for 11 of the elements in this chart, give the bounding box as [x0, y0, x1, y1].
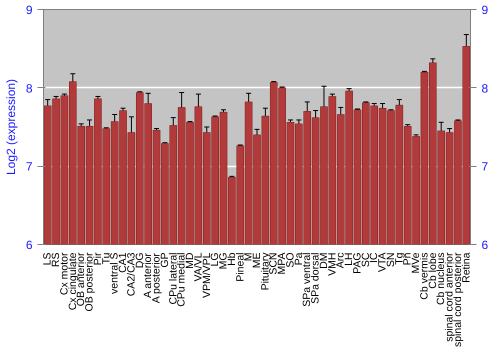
y2-tick-label: 8 [482, 81, 488, 96]
y-tick-label: 6 [26, 238, 33, 252]
y2-tick-label: 7 [482, 160, 488, 174]
y2-tick-label: 6 [482, 238, 488, 252]
x-tick-label: Retina [460, 252, 472, 283]
y-axis-title: Log2 (expression) [4, 78, 18, 176]
x-tick-label: Tg [393, 252, 406, 265]
y-tick-label: 7 [26, 160, 33, 174]
y-tick-label: 8 [26, 81, 33, 96]
y2-tick-label: 9 [482, 3, 488, 17]
y-tick-label: 9 [26, 3, 33, 17]
